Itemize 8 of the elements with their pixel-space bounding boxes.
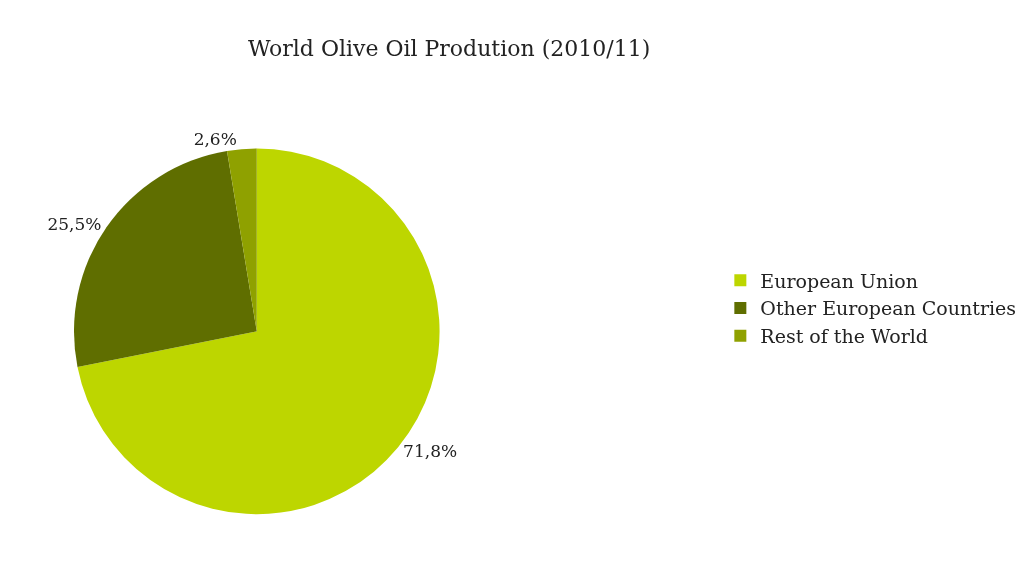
data-label: 25,5% bbox=[47, 214, 102, 235]
legend-label: Other European Countries bbox=[760, 297, 1017, 320]
legend-label: Rest of the World bbox=[760, 325, 928, 348]
pie-slice bbox=[227, 148, 257, 332]
data-label: 71,8% bbox=[403, 441, 458, 462]
legend-label: European Union bbox=[760, 269, 918, 292]
chart-title: World Olive Oil Prodution (2010/11) bbox=[247, 35, 651, 61]
data-label: 2,6% bbox=[193, 129, 237, 150]
